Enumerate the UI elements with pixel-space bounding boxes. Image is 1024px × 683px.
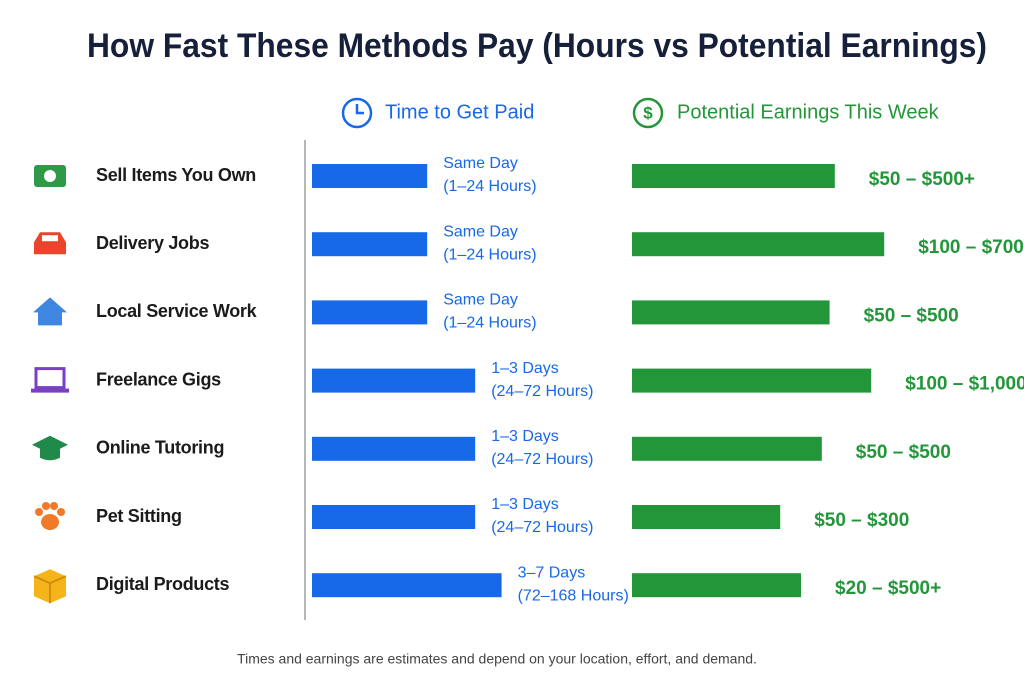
bar [632,505,781,529]
value-label: $50 – $500 [856,442,951,463]
bar [632,232,885,257]
series-header: Time to Get Paid [385,101,534,123]
bar [312,505,476,529]
chart-title: How Fast These Methods Pay (Hours vs Pot… [87,27,987,65]
row-icon [32,435,68,461]
bar [632,368,872,393]
icon-shape [34,367,66,390]
value-label: (72–168 Hours) [518,587,629,604]
value-label: (24–72 Hours) [491,383,593,400]
icon-shape [33,575,67,604]
value-label: $50 – $300 [814,510,909,531]
category-label: Delivery Jobs [96,233,209,253]
value-label: 3–7 Days [518,564,586,581]
value-label: (24–72 Hours) [491,519,593,536]
icon-shape [35,508,43,516]
category-label: Freelance Gigs [96,369,221,389]
bar [312,300,428,325]
category-label: Digital Products [96,574,230,594]
row-icon [34,232,66,255]
icon-shape [33,297,67,326]
value-label: (1–24 Hours) [443,315,536,332]
bar [632,573,801,598]
bar [312,164,428,188]
clock-icon [341,97,373,129]
svg-text:$: $ [643,103,653,122]
value-label: 1–3 Days [491,428,559,445]
icon-shape [50,502,58,510]
bar [632,436,822,461]
bar [312,368,476,393]
value-label: (24–72 Hours) [491,451,593,468]
bar [632,300,830,325]
category-label: Online Tutoring [96,438,224,458]
value-label: Same Day [443,155,518,172]
bar [312,573,502,598]
value-label: $50 – $500+ [869,169,975,190]
icon-shape [42,235,58,242]
footnote: Times and earnings are estimates and dep… [237,651,757,667]
row-icon [31,367,69,393]
value-label: Same Day [443,292,518,309]
icon-shape [31,388,69,393]
value-label: $50 – $500 [864,305,959,326]
value-label: Same Day [443,223,518,240]
bar [312,232,428,257]
icon-shape [57,508,65,516]
bar [632,164,835,188]
icon-shape [40,448,60,461]
icon-shape [44,170,56,182]
value-label: 1–3 Days [491,360,559,377]
value-label: $100 – $700 [918,237,1024,258]
value-label: $20 – $500+ [835,578,941,599]
value-label: (1–24 Hours) [443,178,536,195]
row-icon [33,297,67,326]
value-label: 1–3 Days [491,496,559,513]
bar [312,436,476,461]
row-icon [33,569,67,604]
row-icon [34,165,66,187]
category-label: Local Service Work [96,301,258,321]
category-label: Pet Sitting [96,506,182,526]
icon-shape [42,502,50,510]
value-label: (1–24 Hours) [443,246,536,263]
row-icon [35,502,65,530]
dollar-icon: $ [632,97,664,129]
value-label: $100 – $1,000+ [905,374,1024,395]
category-label: Sell Items You Own [96,165,256,185]
icon-shape [41,514,59,530]
series-header: Potential Earnings This Week [677,101,940,123]
